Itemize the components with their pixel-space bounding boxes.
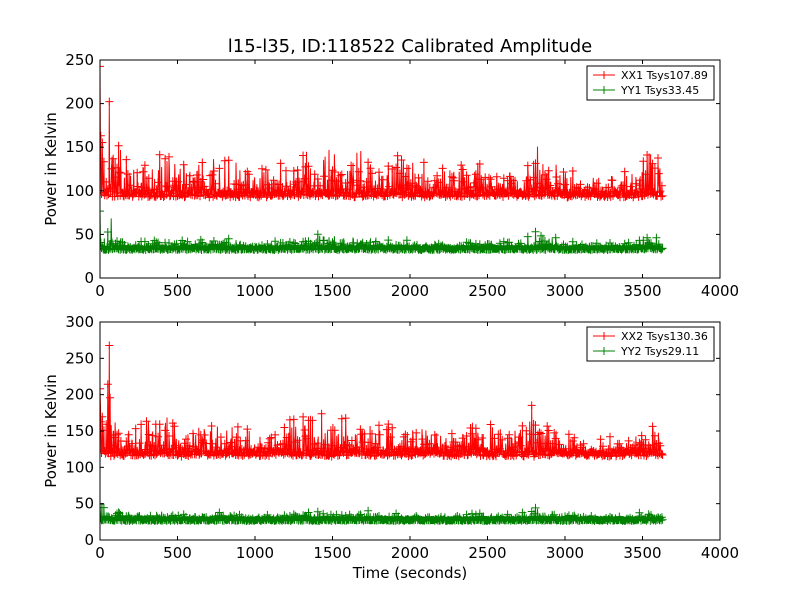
x-axis-label: Time (seconds) xyxy=(352,564,468,582)
y-tick-label: 0 xyxy=(84,531,94,549)
subplot-1: 0 500 1000 1500 2000 2500 3000 3500 4000 0 50 100 15… xyxy=(42,51,739,300)
x-tick-label: 1500 xyxy=(313,282,351,300)
series-markers-2 xyxy=(100,500,667,525)
y-tick-label: 200 xyxy=(65,95,94,113)
x-tick-label: 2000 xyxy=(391,282,429,300)
x-tick-label: 0 xyxy=(95,544,105,562)
subplot-2: 0 500 1000 1500 2000 2500 3000 3500 4000 0 50 100 15… xyxy=(42,313,739,582)
series-2 xyxy=(100,500,667,525)
series-1 xyxy=(100,62,667,202)
y-axis-label: Power in Kelvin xyxy=(42,374,60,488)
x-tick-label: 500 xyxy=(163,544,192,562)
y-tick-label: 0 xyxy=(84,269,94,287)
legend-marker xyxy=(600,332,608,340)
x-tick-label: 1000 xyxy=(236,282,274,300)
x-tick-label: 2000 xyxy=(391,544,429,562)
x-tick-label: 500 xyxy=(163,282,192,300)
series-2 xyxy=(100,207,667,254)
y-tick-label: 100 xyxy=(65,182,94,200)
legend-box xyxy=(586,326,715,362)
y-tick-label: 150 xyxy=(65,138,94,156)
series-markers-1 xyxy=(100,62,667,202)
legend-box xyxy=(586,65,715,101)
legend: XX1 Tsys107.89 YY1 Tsys33.45 xyxy=(586,65,715,101)
x-tick-label: 0 xyxy=(95,282,105,300)
legend-label: XX2 Tsys130.36 xyxy=(621,330,708,343)
x-tick-label: 1500 xyxy=(313,544,351,562)
legend-marker xyxy=(600,347,608,355)
legend-label: YY2 Tsys29.11 xyxy=(620,345,699,358)
legend-label: XX1 Tsys107.89 xyxy=(621,69,708,82)
y-tick-label: 200 xyxy=(65,386,94,404)
y-tick-label: 100 xyxy=(65,458,94,476)
legend: XX2 Tsys130.36 YY2 Tsys29.11 xyxy=(586,326,715,362)
x-tick-label: 3000 xyxy=(546,282,584,300)
legend-label: YY1 Tsys33.45 xyxy=(620,84,699,97)
x-tick-label: 3500 xyxy=(623,282,661,300)
legend-marker xyxy=(600,86,608,94)
x-tick-label: 4000 xyxy=(701,544,739,562)
y-tick-label: 50 xyxy=(75,225,94,243)
x-tick-label: 1000 xyxy=(236,544,274,562)
y-tick-label: 50 xyxy=(75,495,94,513)
x-tick-label: 3500 xyxy=(623,544,661,562)
plots: 0 500 1000 1500 2000 2500 3000 3500 400005010015… xyxy=(42,51,739,582)
y-tick-label: 300 xyxy=(65,313,94,331)
series-markers-2 xyxy=(100,207,667,254)
x-tick-label: 2500 xyxy=(468,544,506,562)
series-markers-1 xyxy=(100,341,667,461)
x-tick-label: 4000 xyxy=(701,282,739,300)
legend-marker xyxy=(600,71,608,79)
y-axis-label: Power in Kelvin xyxy=(42,112,60,226)
y-tick-label: 250 xyxy=(65,51,94,69)
y-tick-label: 150 xyxy=(65,422,94,440)
y-tick-label: 250 xyxy=(65,349,94,367)
chart-title: l15-l35, ID:118522 Calibrated Amplitude xyxy=(228,36,592,57)
x-tick-label: 3000 xyxy=(546,544,584,562)
series-1 xyxy=(100,341,667,461)
x-tick-label: 2500 xyxy=(468,282,506,300)
